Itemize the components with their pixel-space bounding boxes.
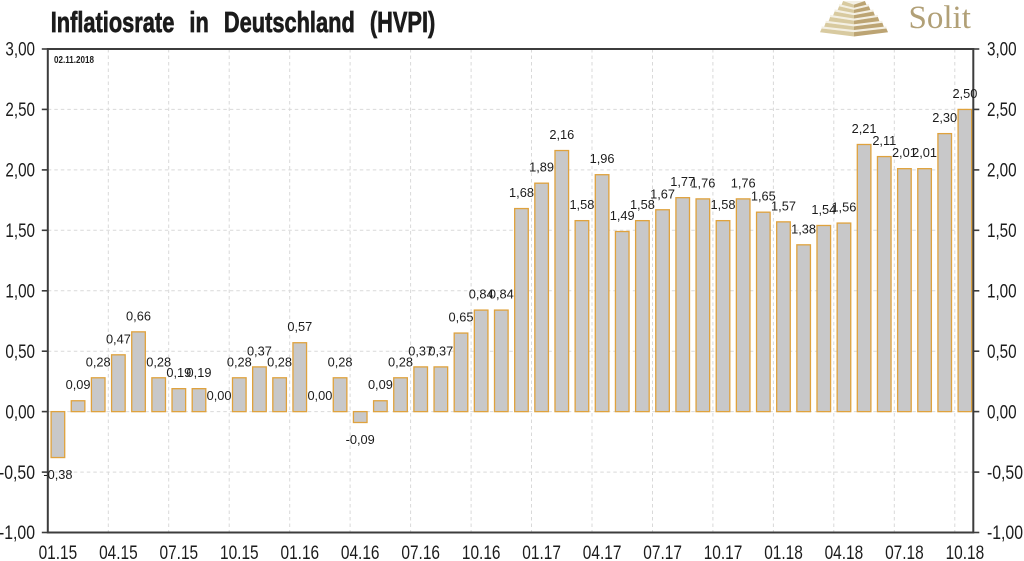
svg-text:0,50: 0,50 [987,342,1017,363]
svg-text:0,00: 0,00 [207,388,232,403]
svg-text:2,01: 2,01 [892,145,917,160]
svg-text:0,28: 0,28 [328,354,353,369]
svg-text:0,65: 0,65 [449,310,474,325]
svg-text:1,77: 1,77 [670,174,695,189]
svg-text:3,00: 3,00 [5,40,35,61]
svg-text:0,28: 0,28 [86,354,111,369]
svg-text:0,09: 0,09 [368,377,393,392]
svg-text:10.16: 10.16 [462,543,501,561]
svg-text:1,65: 1,65 [751,189,776,204]
svg-text:10.18: 10.18 [946,543,985,561]
svg-text:Solit: Solit [909,0,971,36]
svg-text:02.11.2018: 02.11.2018 [54,55,94,66]
svg-text:0,19: 0,19 [166,365,191,380]
svg-text:0,19: 0,19 [187,365,212,380]
svg-text:1,68: 1,68 [509,185,534,200]
svg-text:0,28: 0,28 [227,354,252,369]
svg-text:1,54: 1,54 [811,202,836,217]
svg-text:2,11: 2,11 [872,133,896,148]
svg-text:07.17: 07.17 [643,543,682,561]
svg-text:2,50: 2,50 [5,100,35,121]
svg-text:2,16: 2,16 [549,127,574,142]
svg-text:2,50: 2,50 [987,100,1017,121]
svg-text:0,28: 0,28 [146,354,171,369]
svg-text:2,00: 2,00 [987,161,1017,182]
svg-text:1,00: 1,00 [5,281,35,302]
svg-text:2,00: 2,00 [5,161,35,182]
svg-text:07.16: 07.16 [401,543,440,561]
svg-text:0,47: 0,47 [106,331,131,346]
svg-text:0,37: 0,37 [428,343,453,358]
svg-text:0,66: 0,66 [126,308,151,323]
svg-text:07.15: 07.15 [160,543,199,561]
svg-text:0,84: 0,84 [489,287,514,302]
svg-text:0,37: 0,37 [408,343,433,358]
svg-text:-1,00: -1,00 [987,523,1023,544]
svg-text:1,58: 1,58 [630,197,655,212]
svg-text:0,84: 0,84 [469,287,494,302]
svg-text:2,01: 2,01 [912,145,937,160]
svg-text:1,96: 1,96 [590,151,615,166]
svg-text:10.17: 10.17 [704,543,743,561]
svg-text:0,28: 0,28 [388,354,413,369]
svg-text:1,76: 1,76 [731,175,756,190]
svg-text:0,28: 0,28 [267,354,292,369]
svg-text:1,57: 1,57 [771,198,796,213]
svg-text:04.15: 04.15 [99,543,138,561]
svg-text:0,00: 0,00 [307,388,332,403]
svg-text:0,57: 0,57 [287,319,312,334]
svg-text:1,89: 1,89 [529,160,554,175]
svg-text:07.18: 07.18 [885,543,924,561]
svg-text:2,30: 2,30 [932,110,957,125]
svg-text:1,00: 1,00 [987,281,1017,302]
svg-text:0,09: 0,09 [66,377,91,392]
svg-text:1,50: 1,50 [987,221,1017,242]
svg-text:01.18: 01.18 [764,543,803,561]
svg-text:1,50: 1,50 [5,221,35,242]
svg-text:04.18: 04.18 [825,543,864,561]
svg-text:-0,38: -0,38 [43,467,72,482]
svg-text:Inflatiosrate in Deutschland (: Inflatiosrate in Deutschland (HVPI) [51,7,436,39]
svg-text:0,50: 0,50 [5,342,35,363]
svg-text:1,76: 1,76 [690,175,715,190]
svg-text:10.15: 10.15 [220,543,259,561]
svg-text:01.16: 01.16 [281,543,320,561]
svg-text:3,00: 3,00 [987,40,1017,61]
svg-text:1,58: 1,58 [569,197,594,212]
svg-text:04.16: 04.16 [341,543,380,561]
svg-text:2,21: 2,21 [852,121,877,136]
svg-text:01.15: 01.15 [39,543,78,561]
svg-text:04.17: 04.17 [583,543,622,561]
svg-text:0,00: 0,00 [987,402,1017,423]
svg-text:-0,50: -0,50 [987,463,1023,484]
svg-text:01.17: 01.17 [522,543,561,561]
svg-text:-0,09: -0,09 [346,432,375,447]
svg-text:0,37: 0,37 [247,343,272,358]
svg-text:2,50: 2,50 [952,86,977,101]
svg-text:1,58: 1,58 [711,197,736,212]
svg-text:-1,00: -1,00 [0,523,35,544]
svg-text:1,38: 1,38 [791,221,816,236]
svg-text:-0,50: -0,50 [0,463,35,484]
svg-text:1,67: 1,67 [650,186,675,201]
svg-text:1,49: 1,49 [610,208,635,223]
svg-text:1,56: 1,56 [831,200,856,215]
svg-text:0,00: 0,00 [5,402,35,423]
